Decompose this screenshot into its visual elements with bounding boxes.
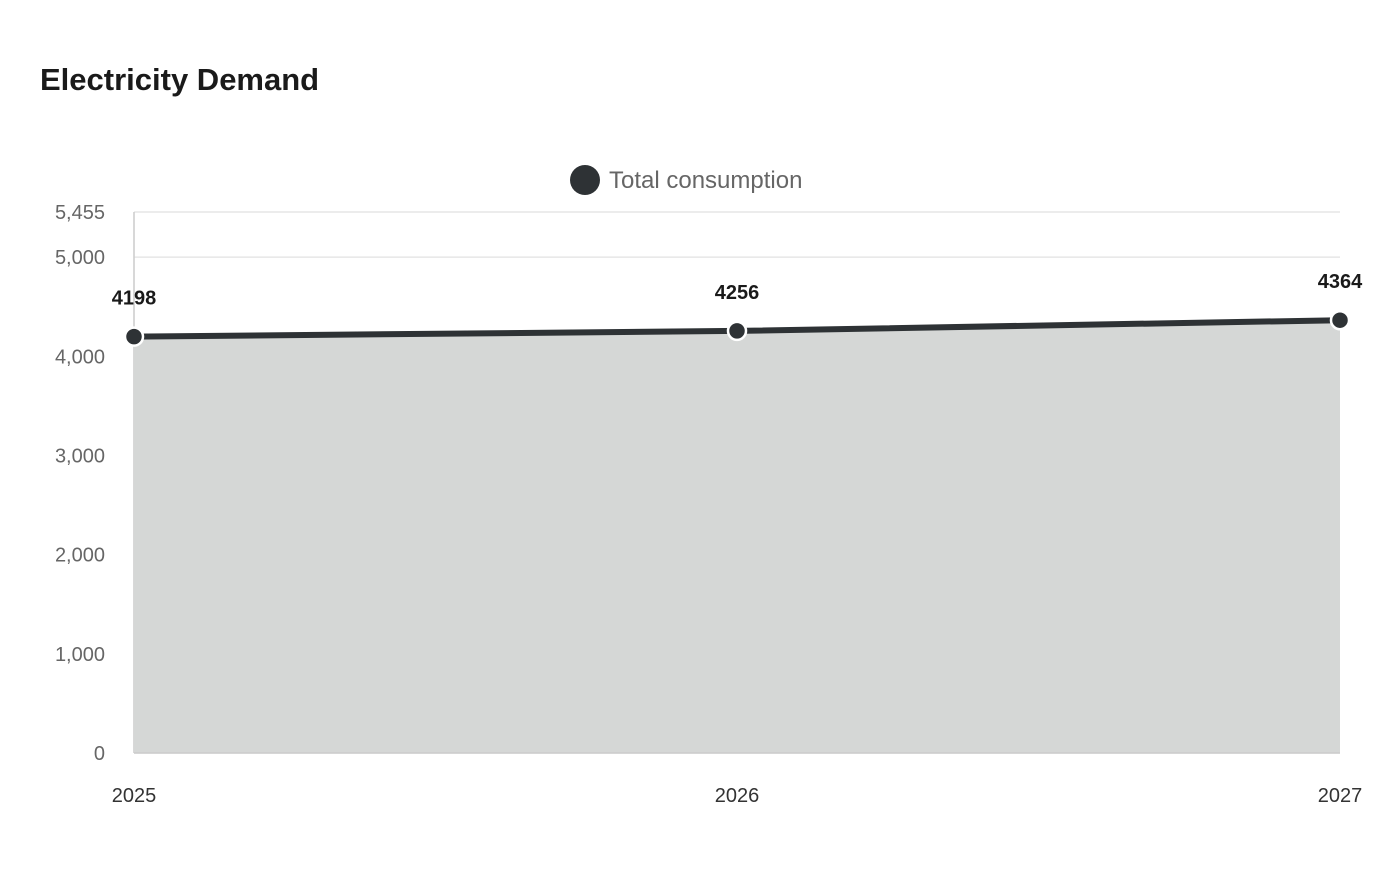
x-tick-label: 2027 <box>1318 785 1363 807</box>
data-point <box>726 320 748 342</box>
data-label: 4198 <box>112 288 157 310</box>
legend-marker-icon <box>570 165 600 195</box>
x-tick-label: 2025 <box>112 785 157 807</box>
data-label: 4256 <box>715 282 760 304</box>
y-tick-label: 5,455 <box>55 202 105 224</box>
y-tick-label: 3,000 <box>55 445 105 467</box>
y-tick-label: 4,000 <box>55 346 105 368</box>
series-area-fill <box>134 320 1340 753</box>
y-tick-label: 1,000 <box>55 644 105 666</box>
data-label: 4364 <box>1318 271 1363 293</box>
x-tick-label: 2026 <box>715 785 760 807</box>
y-tick-label: 5,000 <box>55 247 105 269</box>
y-tick-label: 2,000 <box>55 545 105 567</box>
chart-title: Electricity Demand <box>40 62 320 97</box>
y-tick-label: 0 <box>94 743 105 765</box>
data-point <box>1329 309 1351 331</box>
data-point <box>123 326 145 347</box>
legend-label: Total consumption <box>609 167 802 194</box>
